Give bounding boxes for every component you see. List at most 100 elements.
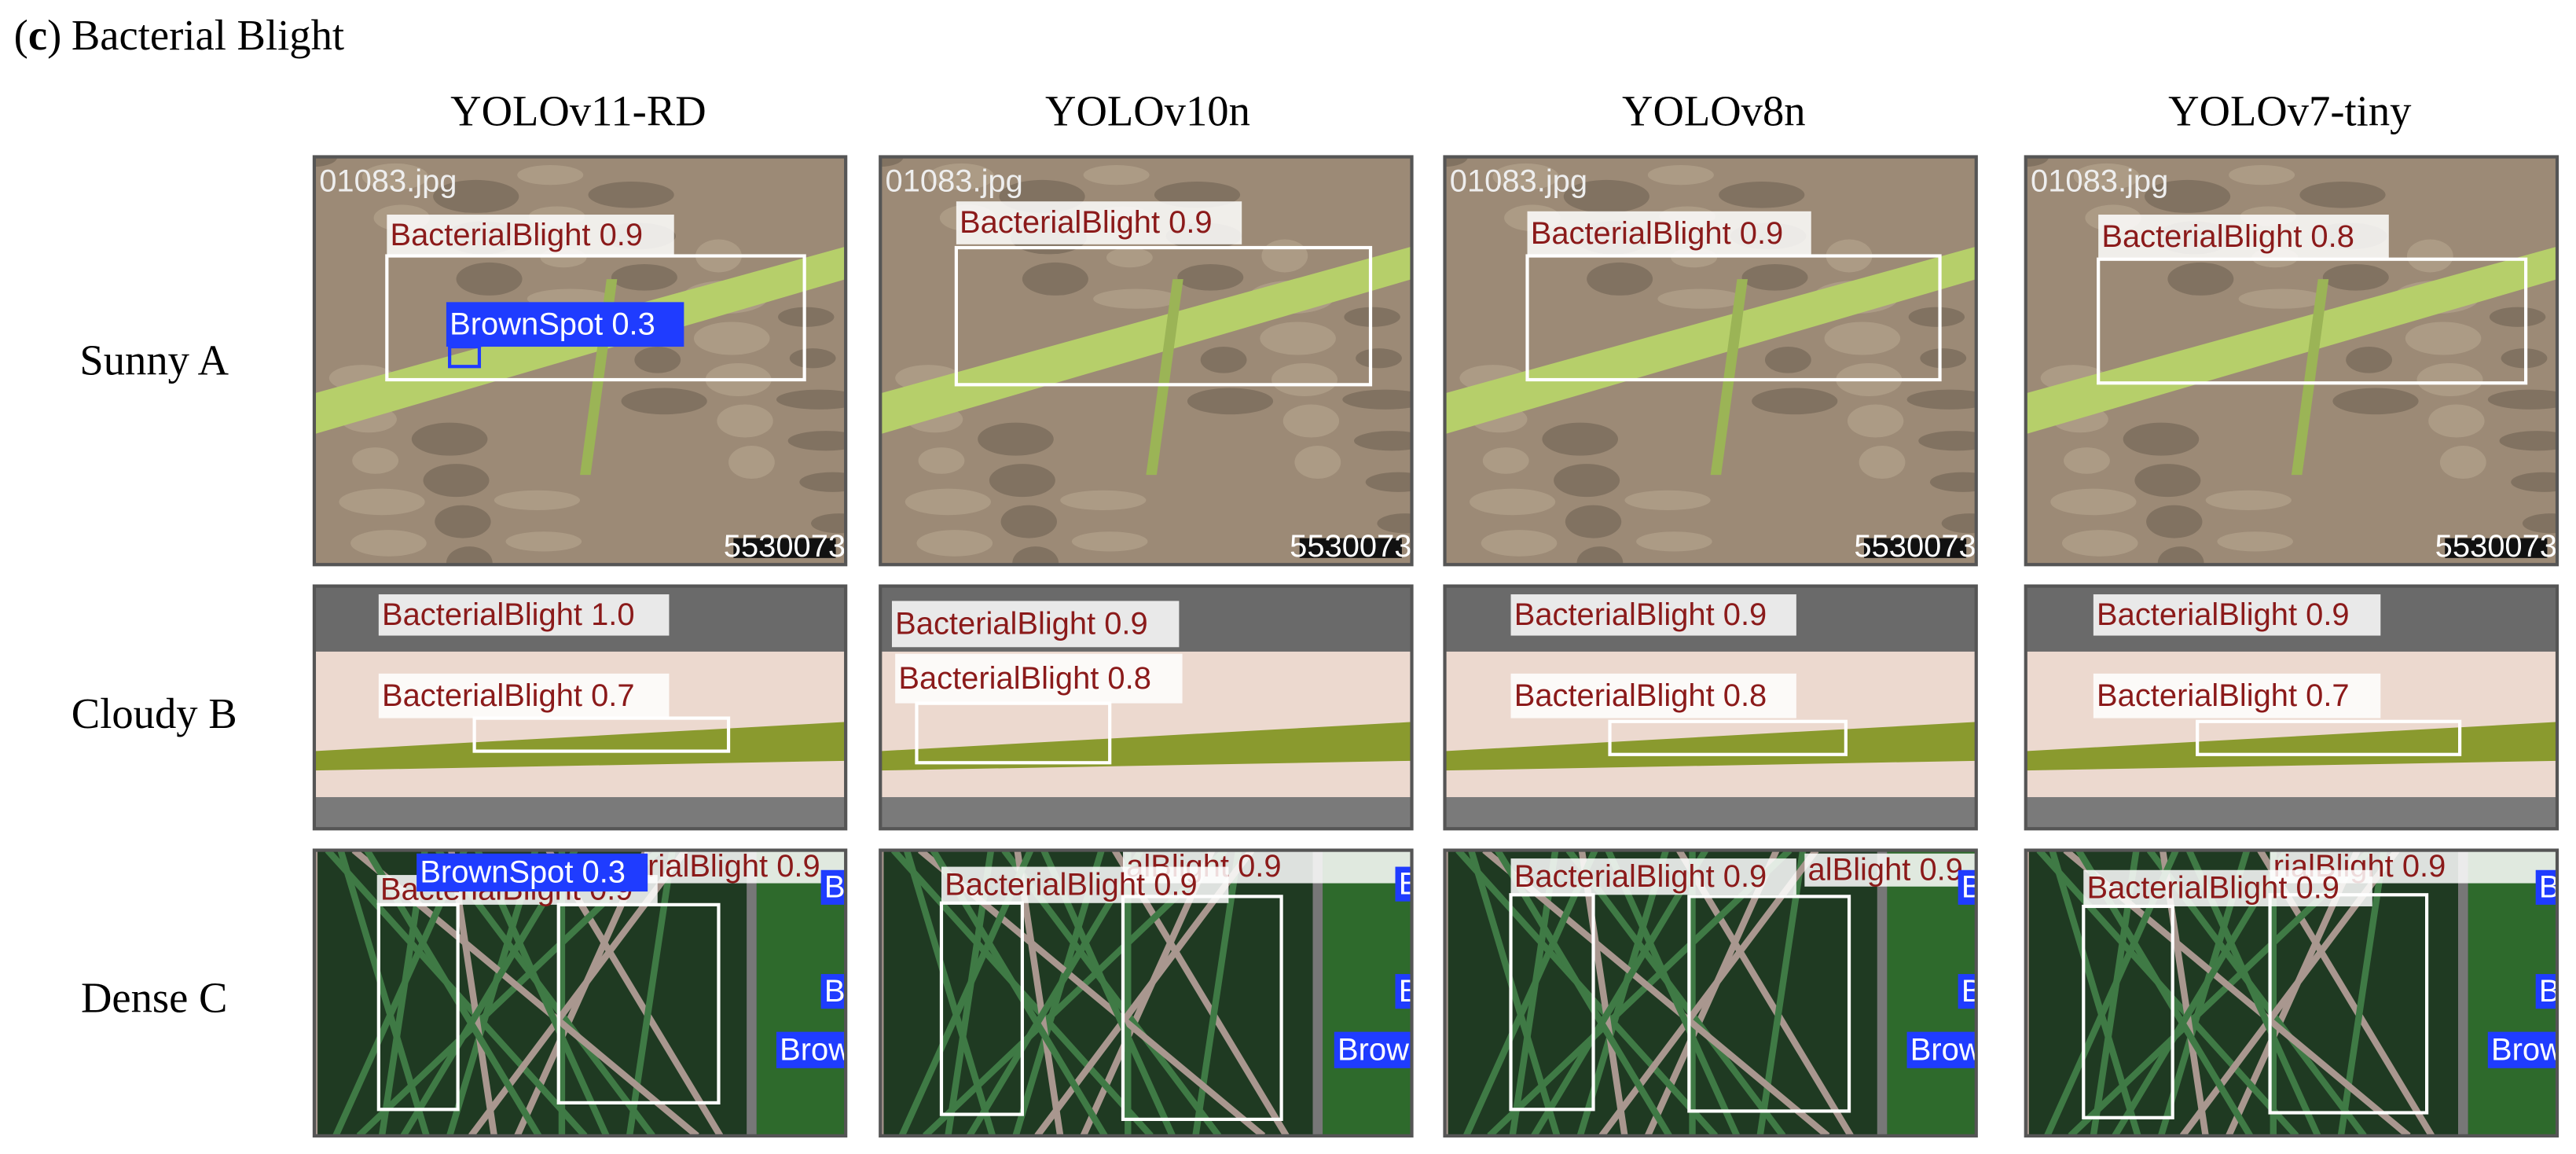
- pebble: [1282, 404, 1340, 438]
- pebble: [1481, 530, 1558, 557]
- panel-label: c: [28, 11, 47, 59]
- pebble: [1764, 347, 1811, 373]
- blade: [1605, 850, 1741, 1136]
- pebble: [2487, 389, 2558, 410]
- pebble: [1000, 505, 1057, 538]
- pebble: [1071, 531, 1148, 552]
- pebble: [1294, 446, 1341, 480]
- detection-label: B: [1399, 866, 1420, 901]
- pebble: [1554, 464, 1620, 498]
- pebble: [411, 422, 488, 456]
- detection-label-bg: [1395, 866, 1412, 902]
- pebble: [918, 447, 965, 474]
- watermark-bg: [1299, 538, 1402, 558]
- filename: 01083.jpg: [319, 164, 457, 199]
- detection-box: [954, 245, 1373, 387]
- pebble: [423, 464, 490, 498]
- pebble: [2416, 363, 2483, 397]
- detection-label: BacterialBlight 0.8: [898, 661, 1151, 696]
- detection-label: Brow: [1338, 1032, 1409, 1067]
- detection-label-bg: [1510, 594, 1796, 636]
- cell-border: [1443, 155, 1978, 567]
- pebble: [2144, 179, 2231, 213]
- pebble: [978, 422, 1054, 456]
- pebble: [2428, 404, 2485, 438]
- pebble: [693, 322, 770, 355]
- watermark-bg: [2445, 538, 2548, 558]
- detection-label-bg: [941, 866, 1229, 903]
- photo-wall: [1444, 651, 1976, 798]
- pebble: [2489, 307, 2546, 327]
- pebble: [456, 262, 523, 296]
- blade: [1468, 850, 1561, 1136]
- photo-wall: [2025, 651, 2558, 798]
- watermark-bg: [1863, 538, 1967, 558]
- photo-floor: [314, 797, 846, 829]
- leaf: [880, 246, 1412, 435]
- detection-label: BacterialBlight 0.9: [1514, 597, 1767, 632]
- pebble: [1719, 182, 1805, 208]
- pebble: [2439, 446, 2486, 480]
- pebble: [494, 490, 581, 510]
- detection-label: Brow: [2491, 1032, 2563, 1067]
- pebble: [1356, 348, 1402, 369]
- detection-label: BacterialBlight 0.7: [2097, 678, 2350, 713]
- pebble: [2406, 239, 2453, 273]
- detection-label-bg: [2098, 215, 2389, 259]
- pebble: [1908, 307, 1965, 327]
- pebble: [1271, 363, 1338, 397]
- detection-label: BacterialBlight 0.9: [945, 867, 1198, 902]
- detection-label-bg: [378, 673, 670, 718]
- cell-border: [2024, 848, 2559, 1137]
- detection-label: BacterialBlight 0.9: [1514, 859, 1767, 894]
- detection-label-bg: [776, 1031, 846, 1068]
- detection-label-bg: [416, 853, 648, 892]
- detection-label: B: [1399, 974, 1420, 1009]
- pebble: [1492, 163, 1559, 190]
- blade: [1482, 850, 1830, 1136]
- detection-label: Brow: [1910, 1032, 1982, 1067]
- pebble: [361, 163, 428, 190]
- photo-wall: [314, 651, 846, 798]
- cell-border: [2024, 584, 2559, 831]
- detection-label: B: [2539, 974, 2560, 1009]
- detection-label-bg: [1527, 211, 1811, 256]
- leaf-blade: [1710, 279, 1748, 476]
- leaf: [2025, 246, 2558, 435]
- detection-label: BacterialBlight 0.9: [960, 205, 1213, 240]
- row-label: Dense C: [81, 973, 228, 1021]
- pebble: [2522, 513, 2558, 534]
- pebble: [1657, 288, 1744, 309]
- detection-label: BacterialBlight 0.9: [895, 607, 1148, 641]
- detection-label-bg: [1958, 869, 1976, 905]
- pebble: [905, 488, 991, 516]
- pebble: [1920, 348, 1967, 369]
- detection-label-bg: [1958, 974, 1976, 1009]
- pebble: [1482, 447, 1529, 474]
- detection-label-bg: [446, 302, 684, 347]
- detection-label-bg: [1334, 1031, 1412, 1068]
- detection-label: BacterialBlight 0.9: [2097, 597, 2350, 632]
- pebble: [789, 348, 836, 369]
- detection-label-bg: [2083, 869, 2372, 906]
- cell: BacterialBlight 0.9 BacterialBlight 0.8: [1444, 586, 1976, 829]
- detection-box: [1608, 719, 1848, 756]
- pebble: [352, 447, 399, 474]
- pebble: [1187, 388, 1274, 415]
- pebble: [505, 531, 582, 552]
- detection-label-bg: [891, 601, 1180, 648]
- blade: [2049, 850, 2141, 1136]
- detection-label: B: [2539, 869, 2560, 904]
- pebble: [728, 446, 775, 480]
- filename: 01083.jpg: [1450, 164, 1587, 199]
- column-header: YOLOv10n: [1045, 87, 1250, 135]
- row-label: Sunny A: [79, 336, 229, 384]
- pebble: [880, 156, 904, 167]
- detection-label-bg: [1804, 853, 1976, 887]
- pebble: [1587, 262, 1653, 296]
- pebble: [1752, 388, 1838, 415]
- detection-box: [2196, 719, 2462, 756]
- pebble: [1824, 322, 1901, 355]
